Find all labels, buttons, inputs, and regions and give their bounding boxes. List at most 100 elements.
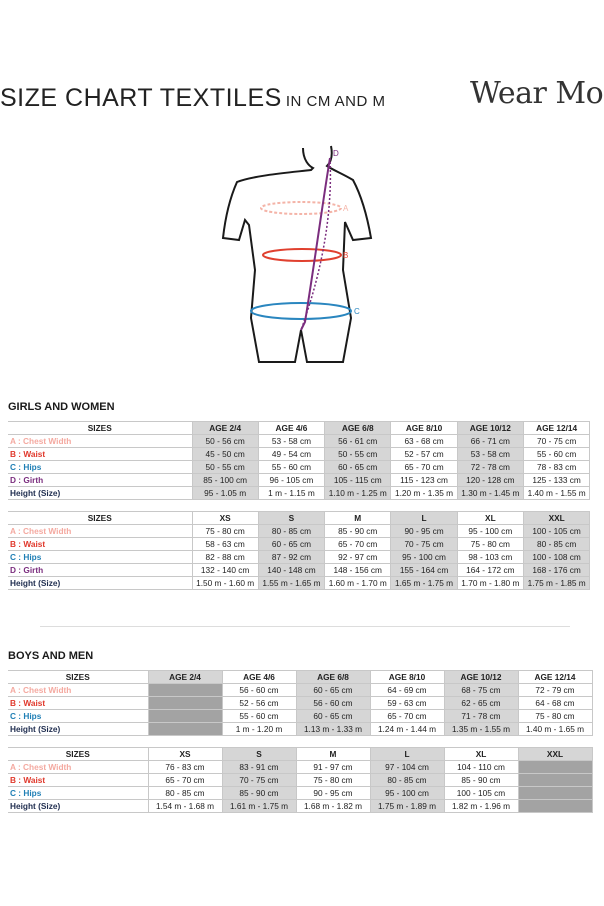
header-cell: M — [295, 747, 371, 761]
row-label: C : Hips — [8, 550, 193, 564]
cell: 56 - 60 cm — [221, 683, 297, 697]
cell: 132 - 140 cm — [191, 563, 259, 577]
row-label: Height (Size) — [8, 486, 193, 500]
row-label: D : Girth — [8, 473, 193, 487]
cell: 71 - 78 cm — [443, 709, 519, 723]
header-cell: AGE 12/14 — [522, 421, 591, 435]
cell: 78 - 83 cm — [522, 460, 591, 474]
header-cell: AGE 6/8 — [324, 421, 392, 435]
row-label: B : Waist — [8, 696, 149, 710]
cell: 1.82 m - 1.96 m — [443, 799, 519, 813]
cell: 168 - 176 cm — [522, 563, 591, 577]
cell: 1.35 m - 1.55 m — [443, 722, 519, 736]
cell: 55 - 60 cm — [522, 447, 591, 461]
cell: 64 - 69 cm — [369, 683, 445, 697]
waist-ellipse — [262, 248, 342, 262]
data-row: B : Waist 52 - 56 cm 56 - 60 cm 59 - 63 cm 6… — [8, 696, 593, 710]
header-label: SIZES — [8, 421, 193, 435]
data-row: A : Chest Width 56 - 60 cm 60 - 65 cm 64 - … — [8, 683, 593, 697]
cell: 1.50 m - 1.60 m — [191, 576, 259, 590]
header-label: SIZES — [8, 747, 149, 761]
cell: 1.10 m - 1.25 m — [324, 486, 392, 500]
cell: 45 - 50 cm — [191, 447, 259, 461]
subtitle: IN CM AND M — [285, 93, 386, 110]
cell: 1 m - 1.20 m — [221, 722, 297, 736]
header-cell: AGE 4/6 — [257, 421, 326, 435]
header-cell: XXL — [517, 747, 593, 761]
cell: 59 - 63 cm — [369, 696, 445, 710]
data-row: A : Chest Width 50 - 56 cm 53 - 58 cm 56 - … — [8, 434, 591, 448]
cell: 56 - 61 cm — [324, 434, 392, 448]
section-title: GIRLS AND WOMEN — [8, 401, 115, 413]
header-cell: AGE 8/10 — [390, 421, 458, 435]
row-label: C : Hips — [8, 709, 149, 723]
cell: 52 - 56 cm — [221, 696, 297, 710]
cell: 65 - 70 cm — [369, 709, 445, 723]
header-row: SIZES XS S M L XL XXL — [8, 511, 591, 525]
cell: 104 - 110 cm — [443, 760, 519, 774]
cell: 65 - 70 cm — [390, 460, 458, 474]
cell: 125 - 133 cm — [522, 473, 591, 487]
empty-cell — [517, 773, 593, 787]
cell: 60 - 65 cm — [324, 460, 392, 474]
data-row: C : Hips 50 - 55 cm 55 - 60 cm 60 - 65 cm 65… — [8, 460, 591, 474]
row-label: B : Waist — [8, 773, 149, 787]
cell: 105 - 115 cm — [324, 473, 392, 487]
header-cell: S — [257, 511, 326, 525]
empty-cell — [517, 786, 593, 800]
data-row: C : Hips 82 - 88 cm 87 - 92 cm 92 - 97 cm 95… — [8, 550, 591, 564]
cell: 148 - 156 cm — [324, 563, 392, 577]
cell: 70 - 75 cm — [221, 773, 297, 787]
data-row: A : Chest Width 75 - 80 cm 80 - 85 cm 85 - … — [8, 524, 591, 538]
cell: 53 - 58 cm — [257, 434, 326, 448]
cell: 55 - 60 cm — [221, 709, 297, 723]
empty-cell — [147, 696, 223, 710]
header-cell: XL — [456, 511, 524, 525]
empty-cell — [517, 799, 593, 813]
empty-cell — [147, 709, 223, 723]
cell: 95 - 100 cm — [369, 786, 445, 800]
empty-cell — [517, 760, 593, 774]
girth-line-back — [300, 157, 332, 331]
size-table: SIZES XS S M L XL XXL A : Chest Width 75 - 80 cm… — [8, 511, 591, 590]
cell: 65 - 70 cm — [147, 773, 223, 787]
cell: 1.20 m - 1.35 m — [390, 486, 458, 500]
cell: 50 - 55 cm — [324, 447, 392, 461]
cell: 1.60 m - 1.70 m — [324, 576, 392, 590]
cell: 70 - 75 cm — [390, 537, 458, 551]
cell: 1.40 m - 1.65 m — [517, 722, 593, 736]
cell: 85 - 90 cm — [324, 524, 392, 538]
header-label: SIZES — [8, 511, 193, 525]
cell: 95 - 1.05 m — [191, 486, 259, 500]
cell: 1.70 m - 1.80 m — [456, 576, 524, 590]
row-label: B : Waist — [8, 537, 193, 551]
cell: 1.65 m - 1.75 m — [390, 576, 458, 590]
cell: 87 - 92 cm — [257, 550, 326, 564]
data-row: D : Girth 132 - 140 cm 140 - 148 cm 148 - 1… — [8, 563, 591, 577]
cell: 91 - 97 cm — [295, 760, 371, 774]
label-c: C — [354, 307, 360, 316]
cell: 75 - 80 cm — [456, 537, 524, 551]
cell: 85 - 100 cm — [191, 473, 259, 487]
label-d: D — [333, 149, 339, 158]
header-cell: AGE 12/14 — [517, 670, 593, 684]
header-cell: XXL — [522, 511, 591, 525]
cell: 1.68 m - 1.82 m — [295, 799, 371, 813]
cell: 72 - 78 cm — [456, 460, 524, 474]
label-b: B — [343, 251, 348, 260]
cell: 63 - 68 cm — [390, 434, 458, 448]
cell: 155 - 164 cm — [390, 563, 458, 577]
row-label: A : Chest Width — [8, 683, 149, 697]
cell: 49 - 54 cm — [257, 447, 326, 461]
cell: 115 - 123 cm — [390, 473, 458, 487]
row-label: Height (Size) — [8, 722, 149, 736]
hips-ellipse — [250, 302, 352, 320]
cell: 76 - 83 cm — [147, 760, 223, 774]
cell: 80 - 85 cm — [369, 773, 445, 787]
header-row: SIZES AGE 2/4 AGE 4/6 AGE 6/8 AGE 8/10 AGE 10… — [8, 421, 591, 435]
empty-cell — [147, 722, 223, 736]
data-row: B : Waist 65 - 70 cm 70 - 75 cm 75 - 80 cm 8… — [8, 773, 593, 787]
cell: 1.61 m - 1.75 m — [221, 799, 297, 813]
cell: 60 - 65 cm — [295, 683, 371, 697]
cell: 90 - 95 cm — [295, 786, 371, 800]
